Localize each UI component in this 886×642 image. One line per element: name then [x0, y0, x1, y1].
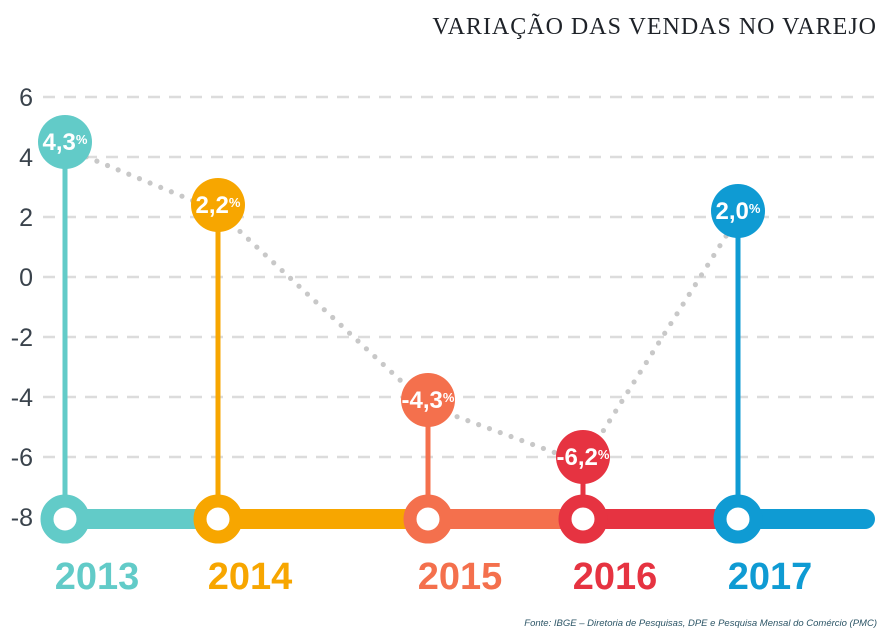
dotted-trend-line	[62, 145, 741, 467]
year-label-2014: 2014	[208, 556, 293, 598]
baseline-ring-2013	[40, 494, 90, 544]
year-label-2017: 2017	[728, 556, 813, 598]
value-bubble-2015	[401, 373, 455, 427]
source-note: Fonte: IBGE – Diretoria de Pesquisas, DP…	[524, 618, 877, 629]
value-label-2013: 4,3%	[43, 129, 88, 156]
year-label-2016: 2016	[573, 556, 658, 598]
year-label-2013: 2013	[55, 556, 140, 598]
lollipop-stems	[62, 142, 741, 519]
y-tick-label-4: 4	[19, 144, 33, 172]
baseline-ring-2017	[713, 494, 763, 544]
y-tick-label-6: 6	[19, 84, 33, 112]
y-axis-tick-labels: 6 4 2 0 -2 -4 -6 -8	[11, 84, 33, 532]
y-tick-label--4: -4	[11, 384, 33, 412]
value-label-2015: -4,3%	[402, 387, 455, 414]
year-labels: 2013 2014 2015 2016 2017	[55, 556, 813, 598]
value-label-2017: 2,0%	[716, 198, 761, 225]
y-tick-label-0: 0	[19, 264, 33, 292]
value-bubble-2013	[38, 115, 92, 169]
baseline-rings	[40, 494, 763, 544]
chart-title: VARIAÇÃO DAS VENDAS NO VAREJO	[432, 14, 877, 40]
value-label-2016: -6,2%	[557, 444, 610, 471]
value-bubble-2014	[191, 178, 245, 232]
value-label-2014: 2,2%	[196, 192, 241, 219]
year-label-2015: 2015	[418, 556, 503, 598]
y-tick-label--8: -8	[11, 504, 33, 532]
baseline-ring-2015	[403, 494, 453, 544]
value-bubble-2016	[556, 430, 610, 484]
value-bubble-2017	[711, 184, 765, 238]
y-tick-label--6: -6	[11, 444, 33, 472]
y-tick-label-2: 2	[19, 204, 33, 232]
value-bubbles: 4,3% 2,2% -4,3% -6,2% 2,0%	[38, 115, 765, 484]
baseline-ring-2016	[558, 494, 608, 544]
baseline-ring-2014	[193, 494, 243, 544]
trend-polyline	[62, 145, 741, 467]
gridlines	[43, 95, 877, 459]
y-tick-label--2: -2	[11, 324, 33, 352]
